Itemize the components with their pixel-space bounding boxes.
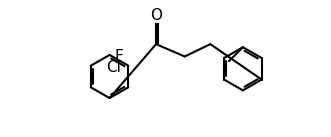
Text: O: O xyxy=(150,8,162,23)
Text: F: F xyxy=(114,49,123,64)
Text: Cl: Cl xyxy=(106,60,120,75)
